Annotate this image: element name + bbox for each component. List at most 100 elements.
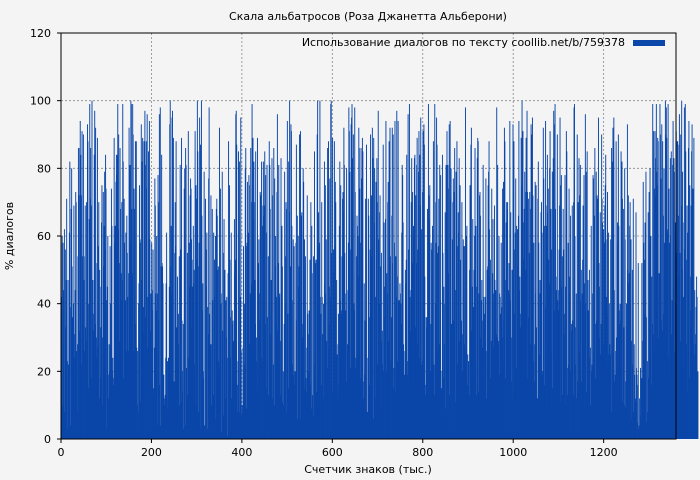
- bar: [673, 171, 675, 439]
- bar: [422, 131, 424, 439]
- bar: [647, 212, 649, 439]
- bar: [437, 252, 438, 439]
- bar: [260, 195, 262, 439]
- bar: [66, 361, 68, 439]
- bar: [518, 120, 520, 439]
- bar: [109, 246, 111, 439]
- chart-title: Скала альбатросов (Роза Джанетта Альберо…: [229, 10, 507, 23]
- bar: [644, 222, 646, 439]
- bar: [452, 178, 454, 440]
- bar: [182, 323, 184, 439]
- bar: [613, 117, 615, 439]
- y-tick-label-6: 120: [30, 27, 51, 40]
- bar-series: [61, 100, 699, 440]
- bar: [649, 168, 651, 439]
- bar: [429, 185, 431, 439]
- bar: [66, 198, 68, 439]
- bar: [362, 151, 364, 440]
- bar: [611, 148, 613, 439]
- bar: [420, 117, 422, 439]
- bar: [94, 110, 96, 439]
- bar: [352, 134, 354, 439]
- bar: [194, 131, 196, 439]
- bar: [218, 266, 220, 439]
- bar: [590, 225, 592, 439]
- bar: [586, 151, 588, 440]
- bar: [87, 303, 89, 439]
- bar: [265, 175, 267, 439]
- bar: [498, 293, 500, 439]
- bar: [556, 134, 558, 439]
- bar: [222, 330, 224, 439]
- x-axis: 0 200 400 600 800 1000 1200: [58, 439, 618, 459]
- bar: [616, 337, 618, 439]
- bar: [142, 137, 144, 439]
- bar: [630, 239, 632, 439]
- bar: [580, 269, 582, 439]
- bar: [75, 202, 77, 439]
- bar: [327, 148, 329, 439]
- bar: [615, 141, 617, 439]
- x-tick-label-2: 400: [231, 446, 252, 459]
- bar: [236, 144, 238, 439]
- bar: [303, 181, 305, 439]
- bar: [292, 239, 294, 439]
- bar: [682, 171, 684, 439]
- bar: [210, 344, 212, 439]
- bar: [315, 259, 317, 439]
- bar: [653, 188, 655, 439]
- bar: [122, 161, 124, 439]
- bar: [454, 148, 456, 439]
- bar: [444, 212, 446, 439]
- bar: [181, 137, 183, 439]
- bar: [136, 347, 138, 439]
- bar: [455, 171, 457, 439]
- bar: [193, 269, 195, 439]
- bar: [184, 168, 186, 439]
- bar: [238, 161, 240, 439]
- bar: [67, 279, 69, 439]
- bar: [95, 127, 97, 439]
- bar: [392, 134, 394, 439]
- bar: [575, 293, 577, 439]
- bar: [484, 313, 485, 439]
- bar: [139, 242, 141, 439]
- bar: [406, 154, 408, 440]
- bar: [511, 269, 513, 439]
- bar: [262, 225, 263, 439]
- bar: [266, 164, 268, 439]
- bar: [461, 202, 463, 439]
- x-tick-label-6: 1200: [590, 446, 618, 459]
- bar: [624, 239, 626, 439]
- bar: [509, 120, 511, 439]
- bar: [485, 178, 487, 440]
- bar: [640, 367, 641, 439]
- bar: [424, 276, 426, 439]
- bar: [354, 192, 356, 439]
- bar: [413, 225, 414, 439]
- bar: [135, 141, 137, 439]
- bar: [517, 229, 518, 439]
- bar: [657, 141, 659, 439]
- bar: [101, 185, 103, 439]
- y-tick-label-0: 0: [44, 433, 51, 446]
- bar: [533, 242, 535, 439]
- bar: [585, 171, 587, 439]
- bar: [553, 110, 555, 439]
- bar: [78, 195, 80, 439]
- bar: [310, 202, 312, 439]
- bar: [652, 104, 654, 440]
- bar: [497, 164, 499, 439]
- bar: [450, 168, 452, 439]
- bar: [527, 192, 528, 439]
- bar: [622, 208, 624, 439]
- bar: [186, 252, 188, 439]
- bar: [421, 229, 423, 439]
- bar: [697, 371, 699, 439]
- y-tick-label-2: 40: [37, 298, 51, 311]
- bar: [464, 246, 466, 439]
- bar: [402, 222, 404, 439]
- bar: [502, 188, 504, 439]
- bar: [595, 171, 597, 439]
- bar: [589, 347, 591, 439]
